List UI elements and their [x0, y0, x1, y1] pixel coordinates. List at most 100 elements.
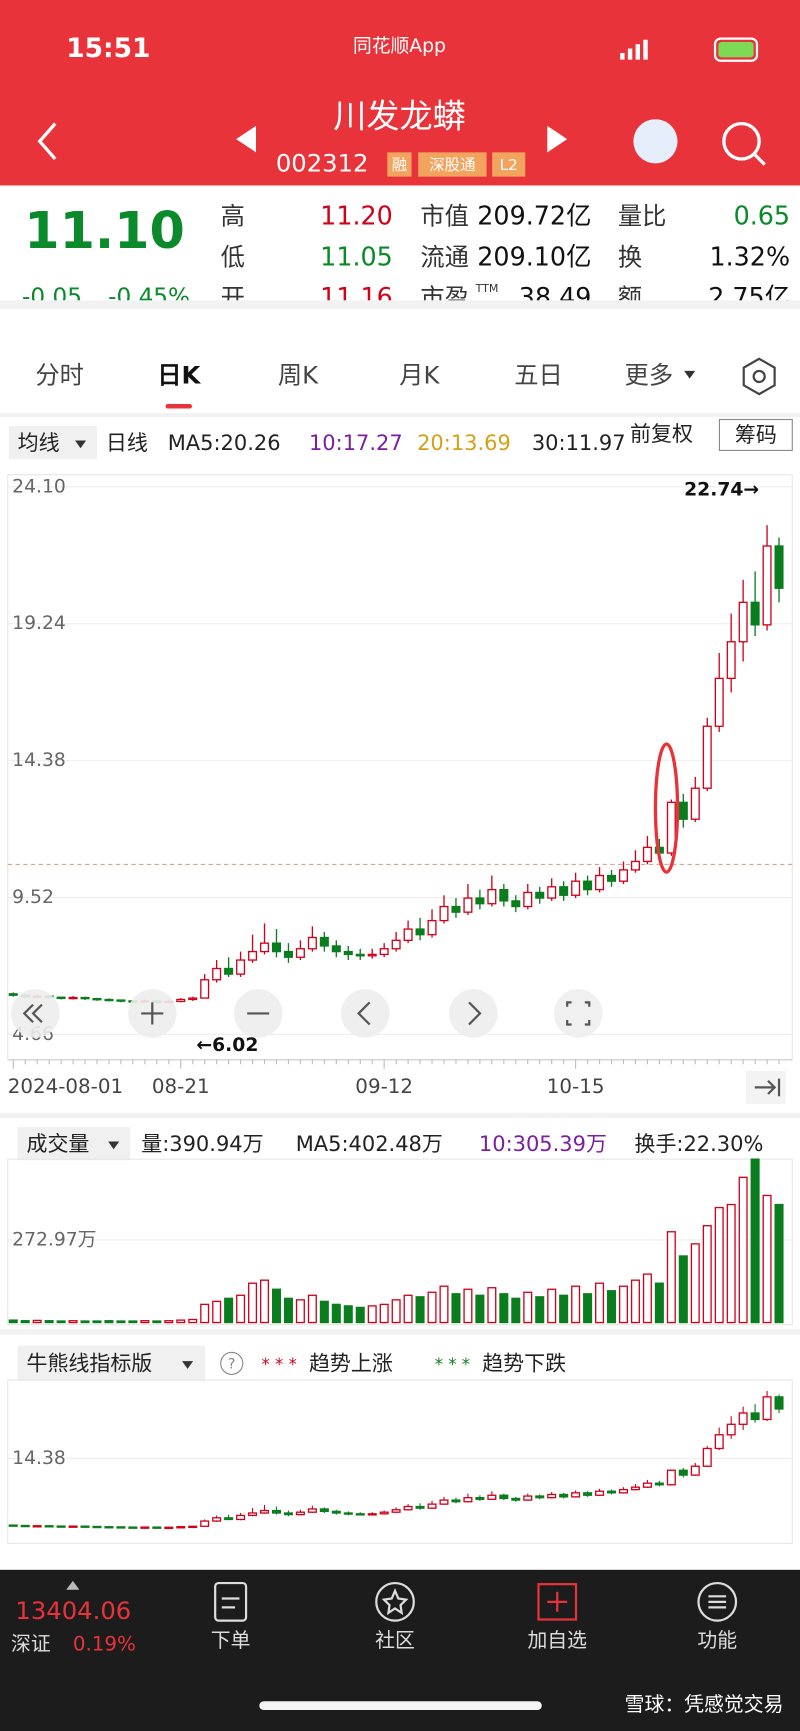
candle-body — [140, 1526, 150, 1529]
tab[interactable]: 分时 — [35, 360, 84, 389]
help-icon[interactable] — [220, 1351, 244, 1375]
candle-body — [200, 1520, 210, 1527]
tab[interactable]: 更多 — [625, 360, 674, 389]
candle-body — [391, 939, 401, 950]
volume-bar — [224, 1297, 234, 1324]
back-button[interactable] — [37, 122, 57, 161]
candle-body — [523, 891, 533, 908]
candle-body — [307, 936, 317, 950]
field-label: 换 — [618, 242, 642, 271]
candle-body — [642, 1482, 652, 1488]
jump-latest-glyph — [754, 1078, 781, 1097]
candle-body — [415, 1505, 425, 1509]
chips-label[interactable]: 筹码 — [735, 423, 777, 447]
candle-body — [403, 928, 413, 941]
volume-bar — [666, 1231, 676, 1324]
turnover: 换手:22.30% — [634, 1132, 763, 1156]
fullscreen[interactable] — [553, 989, 603, 1038]
volume-bar — [212, 1300, 222, 1324]
candle-body — [367, 1513, 377, 1516]
volume-ma5: MA5:402.48万 — [296, 1132, 443, 1156]
legend-marker: * * * — [435, 1355, 470, 1374]
candle-body — [750, 1412, 760, 1421]
divider — [0, 1112, 800, 1119]
ma-selector[interactable]: 均线 — [18, 431, 60, 455]
candle-body — [152, 1526, 162, 1529]
volume-bar — [547, 1288, 557, 1324]
candle-body — [547, 1493, 557, 1499]
tab[interactable]: 日K — [157, 360, 201, 389]
zoom-out-all[interactable] — [11, 989, 60, 1038]
settings-icon[interactable] — [742, 357, 776, 396]
nav-icons — [214, 1581, 738, 1622]
volume-bar — [379, 1303, 389, 1324]
legend-up: 趋势上涨 — [309, 1351, 393, 1375]
index-value[interactable]: 13404.06 — [15, 1596, 131, 1625]
robot-icon[interactable] — [633, 119, 678, 164]
candle-body — [750, 601, 760, 626]
volume-bar — [152, 1320, 162, 1324]
pan-left[interactable] — [340, 989, 390, 1038]
candle-body — [451, 1499, 461, 1503]
pan-right[interactable] — [449, 989, 498, 1038]
volume-now: 量:390.94万 — [141, 1132, 263, 1156]
candle-body — [714, 1434, 724, 1450]
candle-body — [535, 1495, 545, 1499]
field-label: 流通 — [420, 242, 469, 271]
volume-bar — [56, 1320, 66, 1324]
volume-bar — [104, 1320, 114, 1324]
adjust[interactable]: 前复权 — [630, 422, 693, 446]
volume-bar — [128, 1320, 138, 1324]
field-sup: TTM — [475, 282, 499, 295]
candle-body — [104, 998, 114, 1002]
candle-body — [116, 999, 126, 1002]
candle-body — [726, 1423, 736, 1436]
candle-body — [774, 545, 784, 589]
candle-body — [690, 787, 700, 820]
tab[interactable]: 月K — [399, 360, 440, 389]
candle-body — [618, 1488, 629, 1494]
field-value: 11.05 — [320, 241, 393, 271]
candle-body — [319, 1508, 329, 1513]
y-tick-label: 9.52 — [12, 887, 54, 908]
volume-bar — [32, 1319, 42, 1324]
candle-body — [487, 888, 497, 905]
candle-body — [164, 1526, 174, 1530]
high-annotation: 22.74→ — [684, 480, 759, 501]
field-value: 11.20 — [320, 200, 393, 230]
volume-bar — [595, 1282, 605, 1324]
candle-body — [379, 1511, 389, 1515]
candle-body — [248, 950, 258, 961]
chips-button[interactable] — [718, 418, 793, 451]
kline-chart: 24.1019.2414.389.524.662024-08-0108-2109… — [8, 476, 793, 1098]
candle-body — [355, 953, 365, 957]
candle-body — [283, 950, 293, 958]
tab[interactable]: 五日 — [514, 360, 563, 389]
candle-body — [56, 1525, 66, 1528]
indicator-selector-bg[interactable] — [17, 1345, 206, 1382]
volume-bar — [475, 1294, 485, 1324]
settings-icon-dot — [752, 369, 766, 384]
nav-item[interactable]: 下单 — [211, 1629, 251, 1652]
candle-body — [331, 1510, 341, 1514]
index-change: 0.19% — [73, 1632, 136, 1655]
candle-body — [295, 948, 305, 958]
candle-body — [702, 1447, 712, 1467]
search-icon[interactable] — [722, 121, 761, 161]
dropdown-arrow — [182, 1361, 194, 1369]
candle-body — [738, 1412, 748, 1425]
volume-title[interactable]: 成交量 — [26, 1132, 89, 1156]
prev-stock[interactable] — [236, 125, 256, 153]
tab[interactable]: 周K — [278, 360, 319, 389]
indicator-title[interactable]: 牛熊线指标版 — [26, 1351, 152, 1375]
nav-item[interactable]: 社区 — [375, 1629, 415, 1652]
volume-bar — [559, 1294, 569, 1324]
tab-bar: 分时 日K 周K 月K 五日 更多 — [35, 360, 673, 389]
field-value: 0.65 — [734, 200, 790, 230]
volume-bar — [535, 1296, 545, 1324]
next-stock[interactable] — [547, 125, 568, 153]
volume-bar — [295, 1299, 305, 1324]
nav-item[interactable]: 加自选 — [527, 1629, 587, 1652]
nav-item[interactable]: 功能 — [697, 1629, 737, 1652]
index-arrow — [66, 1580, 80, 1590]
